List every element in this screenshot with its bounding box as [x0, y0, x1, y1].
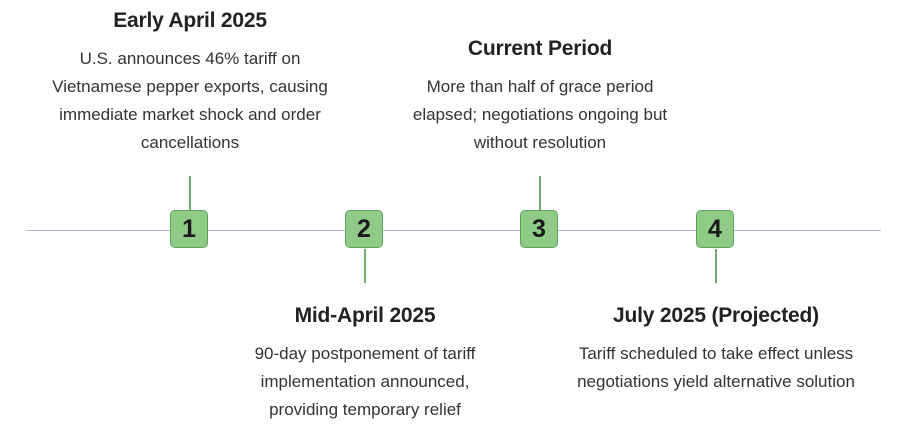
event-2-connector — [364, 249, 366, 283]
event-4-text: July 2025 (Projected) Tariff scheduled t… — [561, 303, 871, 396]
event-1-title: Early April 2025 — [113, 9, 267, 32]
event-4-connector — [715, 249, 717, 283]
event-4-marker: 4 — [696, 210, 734, 248]
event-2-title: Mid-April 2025 — [294, 304, 436, 327]
event-3-description: More than half of grace period elapsed; … — [412, 77, 668, 152]
event-3-text: Current Period More than half of grace p… — [385, 36, 695, 157]
event-2-marker: 2 — [345, 210, 383, 248]
event-3-title: Current Period — [467, 37, 613, 60]
timeline-axis — [26, 230, 881, 231]
event-4-title: July 2025 (Projected) — [613, 304, 819, 327]
event-4-description: Tariff scheduled to take effect unless n… — [577, 344, 855, 391]
event-1-text: Early April 2025 U.S. announces 46% tari… — [40, 8, 340, 157]
event-1-marker: 1 — [170, 210, 208, 248]
event-1-description: U.S. announces 46% tariff on Vietnamese … — [52, 49, 328, 152]
event-1-connector — [189, 176, 191, 212]
event-3-marker: 3 — [520, 210, 558, 248]
event-2-text: Mid-April 2025 90-day postponement of ta… — [220, 303, 510, 424]
event-3-connector — [539, 176, 541, 212]
event-2-description: 90-day postponement of tariff implementa… — [254, 344, 476, 419]
